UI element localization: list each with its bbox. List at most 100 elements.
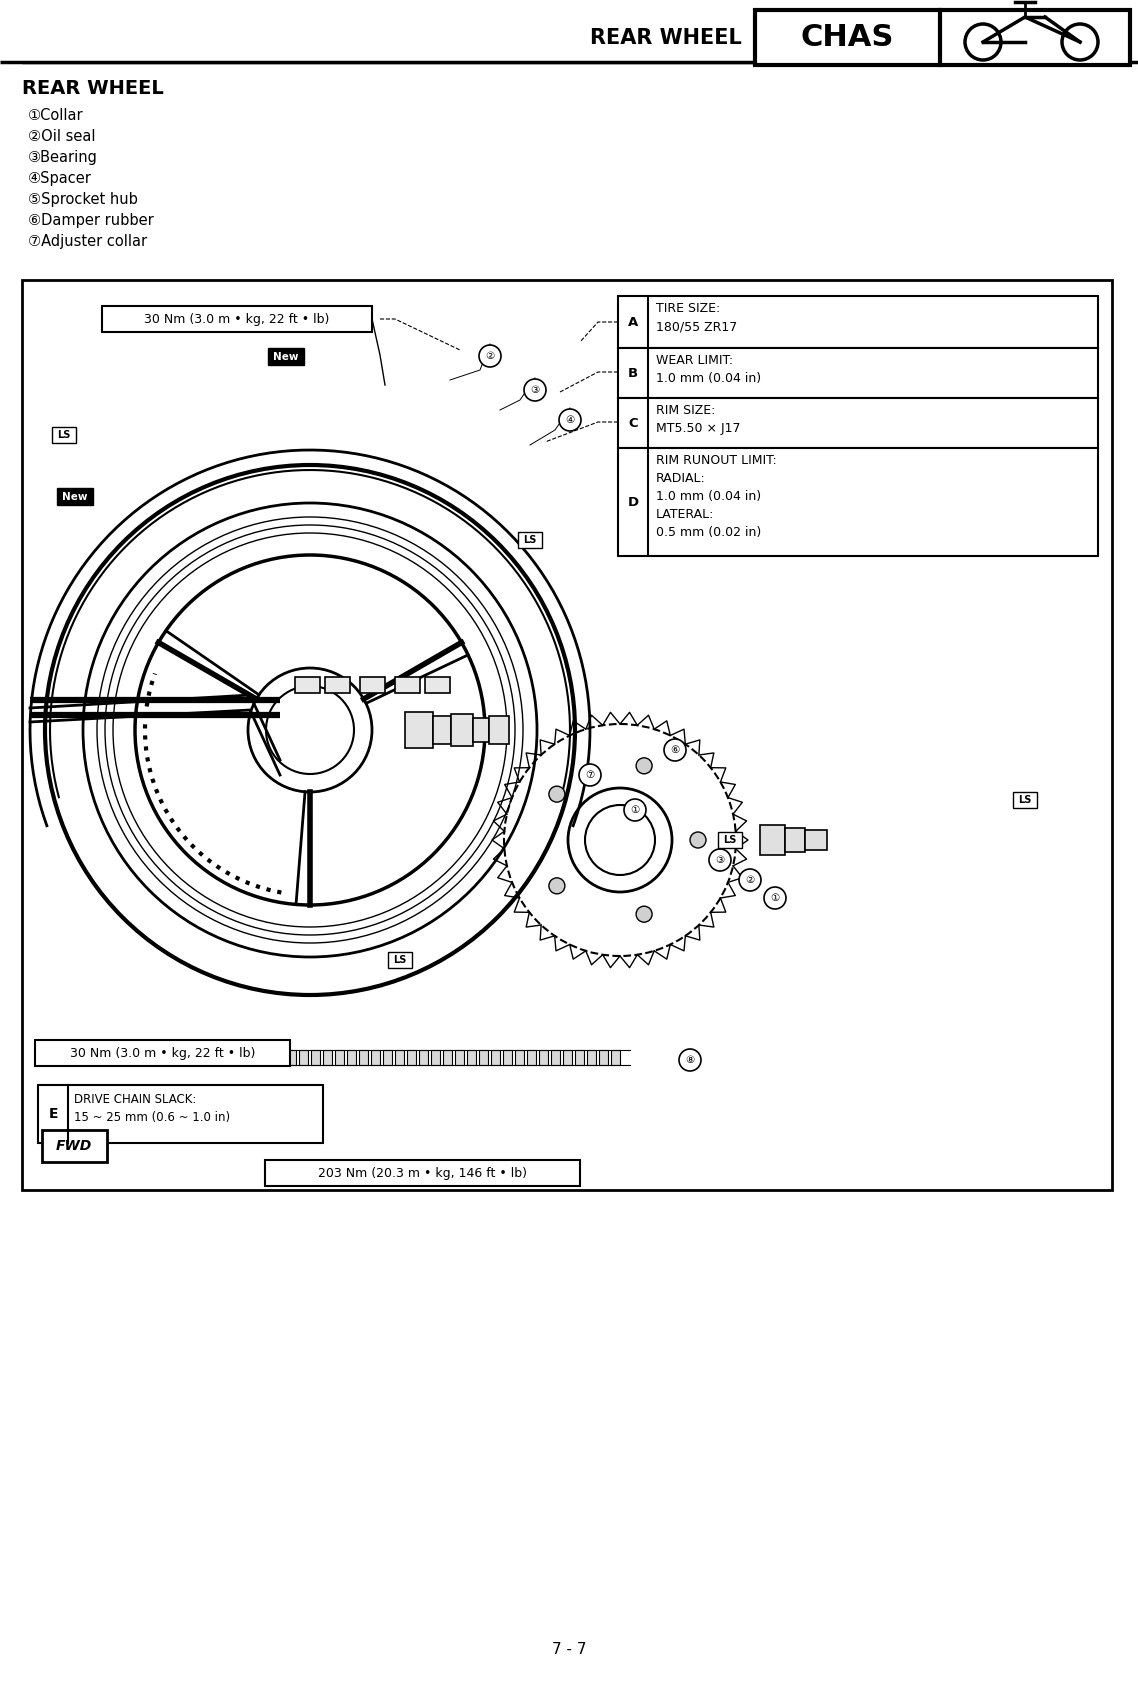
Text: ①Collar: ①Collar [28,108,83,123]
Bar [563,1050,572,1065]
Text: ⑤Sprocket hub: ⑤Sprocket hub [28,192,138,207]
Bar [611,1050,620,1065]
Text: 30 Nm (3.0 m • kg, 22 ft • lb): 30 Nm (3.0 m • kg, 22 ft • lb) [69,1046,255,1060]
Bar [618,296,1098,348]
Bar [215,1050,224,1065]
Bar [527,1050,536,1065]
Bar [191,1050,200,1065]
Text: 7 - 7: 7 - 7 [552,1643,586,1657]
Bar [263,1050,272,1065]
Bar [431,1050,440,1065]
Bar [167,1050,176,1065]
Bar [1013,792,1037,807]
Bar [455,1050,464,1065]
Text: REAR WHEEL: REAR WHEEL [22,79,164,98]
Text: ②: ② [486,352,495,362]
Text: 30 Nm (3.0 m • kg, 22 ft • lb): 30 Nm (3.0 m • kg, 22 ft • lb) [145,313,330,326]
Bar [358,1050,368,1065]
Circle shape [709,849,731,871]
Bar [405,711,432,748]
Bar [575,1050,584,1065]
Text: ⑥: ⑥ [670,745,679,755]
Bar [287,1050,296,1065]
Bar [473,718,489,742]
Text: ④: ④ [566,415,575,426]
Bar [388,952,412,969]
Text: C: C [628,417,637,429]
Bar [360,676,385,693]
Text: LS: LS [1019,796,1032,806]
Text: ④Spacer: ④Spacer [28,170,92,185]
Bar [618,348,1098,399]
Bar [599,1050,608,1065]
Bar [618,399,1098,447]
Bar [587,1050,596,1065]
Bar [323,1050,332,1065]
Bar [179,1050,188,1065]
Bar [371,1050,380,1065]
Bar [143,1050,152,1065]
Bar [239,1050,248,1065]
Bar [503,1050,512,1065]
Bar [131,1050,140,1065]
Text: ③Bearing: ③Bearing [28,150,98,165]
Bar [760,824,785,854]
Text: ⑦: ⑦ [585,770,595,780]
Bar [551,1050,560,1065]
Bar [785,828,805,853]
Bar [57,488,93,505]
Circle shape [549,785,564,802]
Circle shape [549,878,564,893]
Bar [335,1050,344,1065]
Text: ③: ③ [716,854,725,865]
Text: RIM RUNOUT LIMIT:
RADIAL:
1.0 mm (0.04 in)
LATERAL:
0.5 mm (0.02 in): RIM RUNOUT LIMIT: RADIAL: 1.0 mm (0.04 i… [655,454,777,538]
Bar [251,1050,259,1065]
Bar [516,1050,523,1065]
Text: New: New [273,352,299,362]
Text: DRIVE CHAIN SLACK:
15 ~ 25 mm (0.6 ~ 1.0 in): DRIVE CHAIN SLACK: 15 ~ 25 mm (0.6 ~ 1.0… [74,1093,230,1124]
Bar [539,1050,549,1065]
Bar [518,532,542,548]
Bar [52,427,76,442]
Circle shape [690,833,706,848]
Circle shape [523,378,546,400]
Text: LS: LS [394,955,406,965]
Text: B: B [628,367,638,380]
Text: E: E [48,1107,58,1120]
Bar [479,1050,488,1065]
Circle shape [479,345,501,367]
Bar [295,676,320,693]
Circle shape [679,1050,701,1071]
Bar [407,1050,417,1065]
Text: ①: ① [770,893,780,903]
Text: A: A [628,316,638,328]
Text: ⑧: ⑧ [685,1055,694,1065]
Bar [443,1050,452,1065]
Bar [424,676,450,693]
Bar [325,676,351,693]
Circle shape [663,738,686,760]
Bar [490,1050,500,1065]
Bar [754,10,1130,66]
Bar [38,1085,323,1144]
Text: WEAR LIMIT:
1.0 mm (0.04 in): WEAR LIMIT: 1.0 mm (0.04 in) [655,353,761,385]
Text: LS: LS [523,535,537,545]
Bar [432,717,451,743]
Text: FWD: FWD [56,1139,92,1152]
Bar [22,279,1112,1189]
Bar [265,1161,580,1186]
Text: LS: LS [57,431,71,441]
Bar [203,1050,212,1065]
Bar [489,717,509,743]
Circle shape [624,799,646,821]
Text: LS: LS [724,834,736,844]
Bar [155,1050,164,1065]
Bar [226,1050,236,1065]
Text: CHAS: CHAS [800,22,893,52]
Bar [419,1050,428,1065]
Text: ⑦Adjuster collar: ⑦Adjuster collar [28,234,147,249]
Bar [718,833,742,848]
Bar [451,713,473,747]
Circle shape [559,409,582,431]
Bar [618,447,1098,557]
